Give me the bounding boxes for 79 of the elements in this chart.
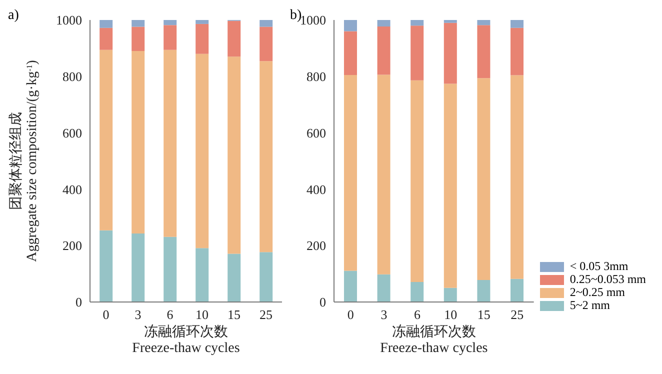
bar (132, 233, 145, 302)
bar (164, 236, 177, 302)
bar (377, 274, 390, 302)
bar (377, 74, 390, 274)
bar (100, 20, 113, 28)
bar (164, 50, 177, 237)
legend-label: 2~0.25 mm (570, 285, 625, 299)
bar (444, 20, 457, 23)
bar (100, 230, 113, 302)
bar (164, 20, 177, 26)
x-tick-label: 6 (166, 307, 174, 322)
bar (260, 252, 273, 302)
y-tick-label: 600 (62, 125, 82, 140)
bar (132, 26, 145, 52)
bar (260, 26, 273, 62)
bar (444, 84, 457, 288)
legend-label: 0.25~0.053 mm (570, 272, 646, 286)
bar (260, 20, 273, 27)
x-tick-label: 15 (228, 307, 240, 322)
bar (410, 80, 424, 282)
bar (228, 20, 241, 57)
x-tick-label: 6 (414, 307, 422, 322)
x-tick-label: 25 (260, 307, 272, 322)
bar (196, 24, 209, 54)
y-tick-label: 200 (62, 238, 82, 254)
bar (410, 282, 424, 302)
x-tick-label: 3 (134, 307, 142, 322)
y-tick-label: 400 (306, 182, 326, 197)
bar (344, 31, 357, 75)
x-tick-label: 3 (380, 307, 388, 322)
bar (228, 254, 241, 302)
y-tick-label: 400 (62, 182, 82, 197)
x-tick-label: 0 (347, 307, 354, 322)
legend-label: 5~2 mm (570, 298, 610, 312)
bar (510, 278, 524, 302)
x-tick-label: 10 (196, 307, 208, 322)
bar (510, 75, 524, 279)
bar (444, 22, 457, 84)
bar (100, 50, 113, 230)
x-axis-title: 冻融循环次数 Freeze-thaw cycles (380, 324, 488, 356)
bar (377, 26, 390, 75)
bar (410, 20, 424, 26)
bar (510, 20, 524, 28)
bar (477, 78, 490, 280)
x-tick-label: 0 (102, 307, 110, 322)
legend-label: < 0.05 3mm (570, 259, 628, 273)
y-tick-label: 800 (62, 69, 82, 84)
bar (477, 20, 490, 26)
y-tick-label: 800 (306, 69, 326, 84)
bar (164, 25, 177, 50)
bar (196, 54, 209, 248)
bar (132, 51, 145, 234)
bar (377, 20, 390, 26)
y-tick-label: 0 (320, 294, 326, 310)
x-tick-label: 15 (477, 307, 490, 322)
bar (132, 20, 145, 27)
bar (100, 28, 113, 50)
x-tick-label: 10 (444, 307, 458, 322)
bar (510, 28, 524, 76)
bar (444, 288, 457, 302)
bar (344, 20, 357, 32)
bar (344, 270, 357, 302)
y-tick-label: 0 (76, 294, 82, 310)
bar (344, 74, 357, 271)
chart-title: b) (290, 8, 302, 23)
bar (228, 56, 241, 254)
bar (196, 248, 209, 302)
bar (410, 26, 424, 80)
chart-title: a) (8, 8, 19, 24)
y-tick-label: 600 (306, 125, 326, 140)
bar (196, 20, 209, 24)
bar (477, 280, 490, 302)
x-tick-label: 25 (510, 307, 524, 322)
y-tick-label: 200 (306, 238, 326, 254)
bar (477, 25, 490, 78)
bar (260, 61, 273, 252)
x-axis-title: 冻融循环次数 Freeze-thaw cycles (132, 324, 240, 356)
y-tick-label: 1000 (300, 12, 326, 28)
y-tick-label: 1000 (56, 12, 82, 28)
